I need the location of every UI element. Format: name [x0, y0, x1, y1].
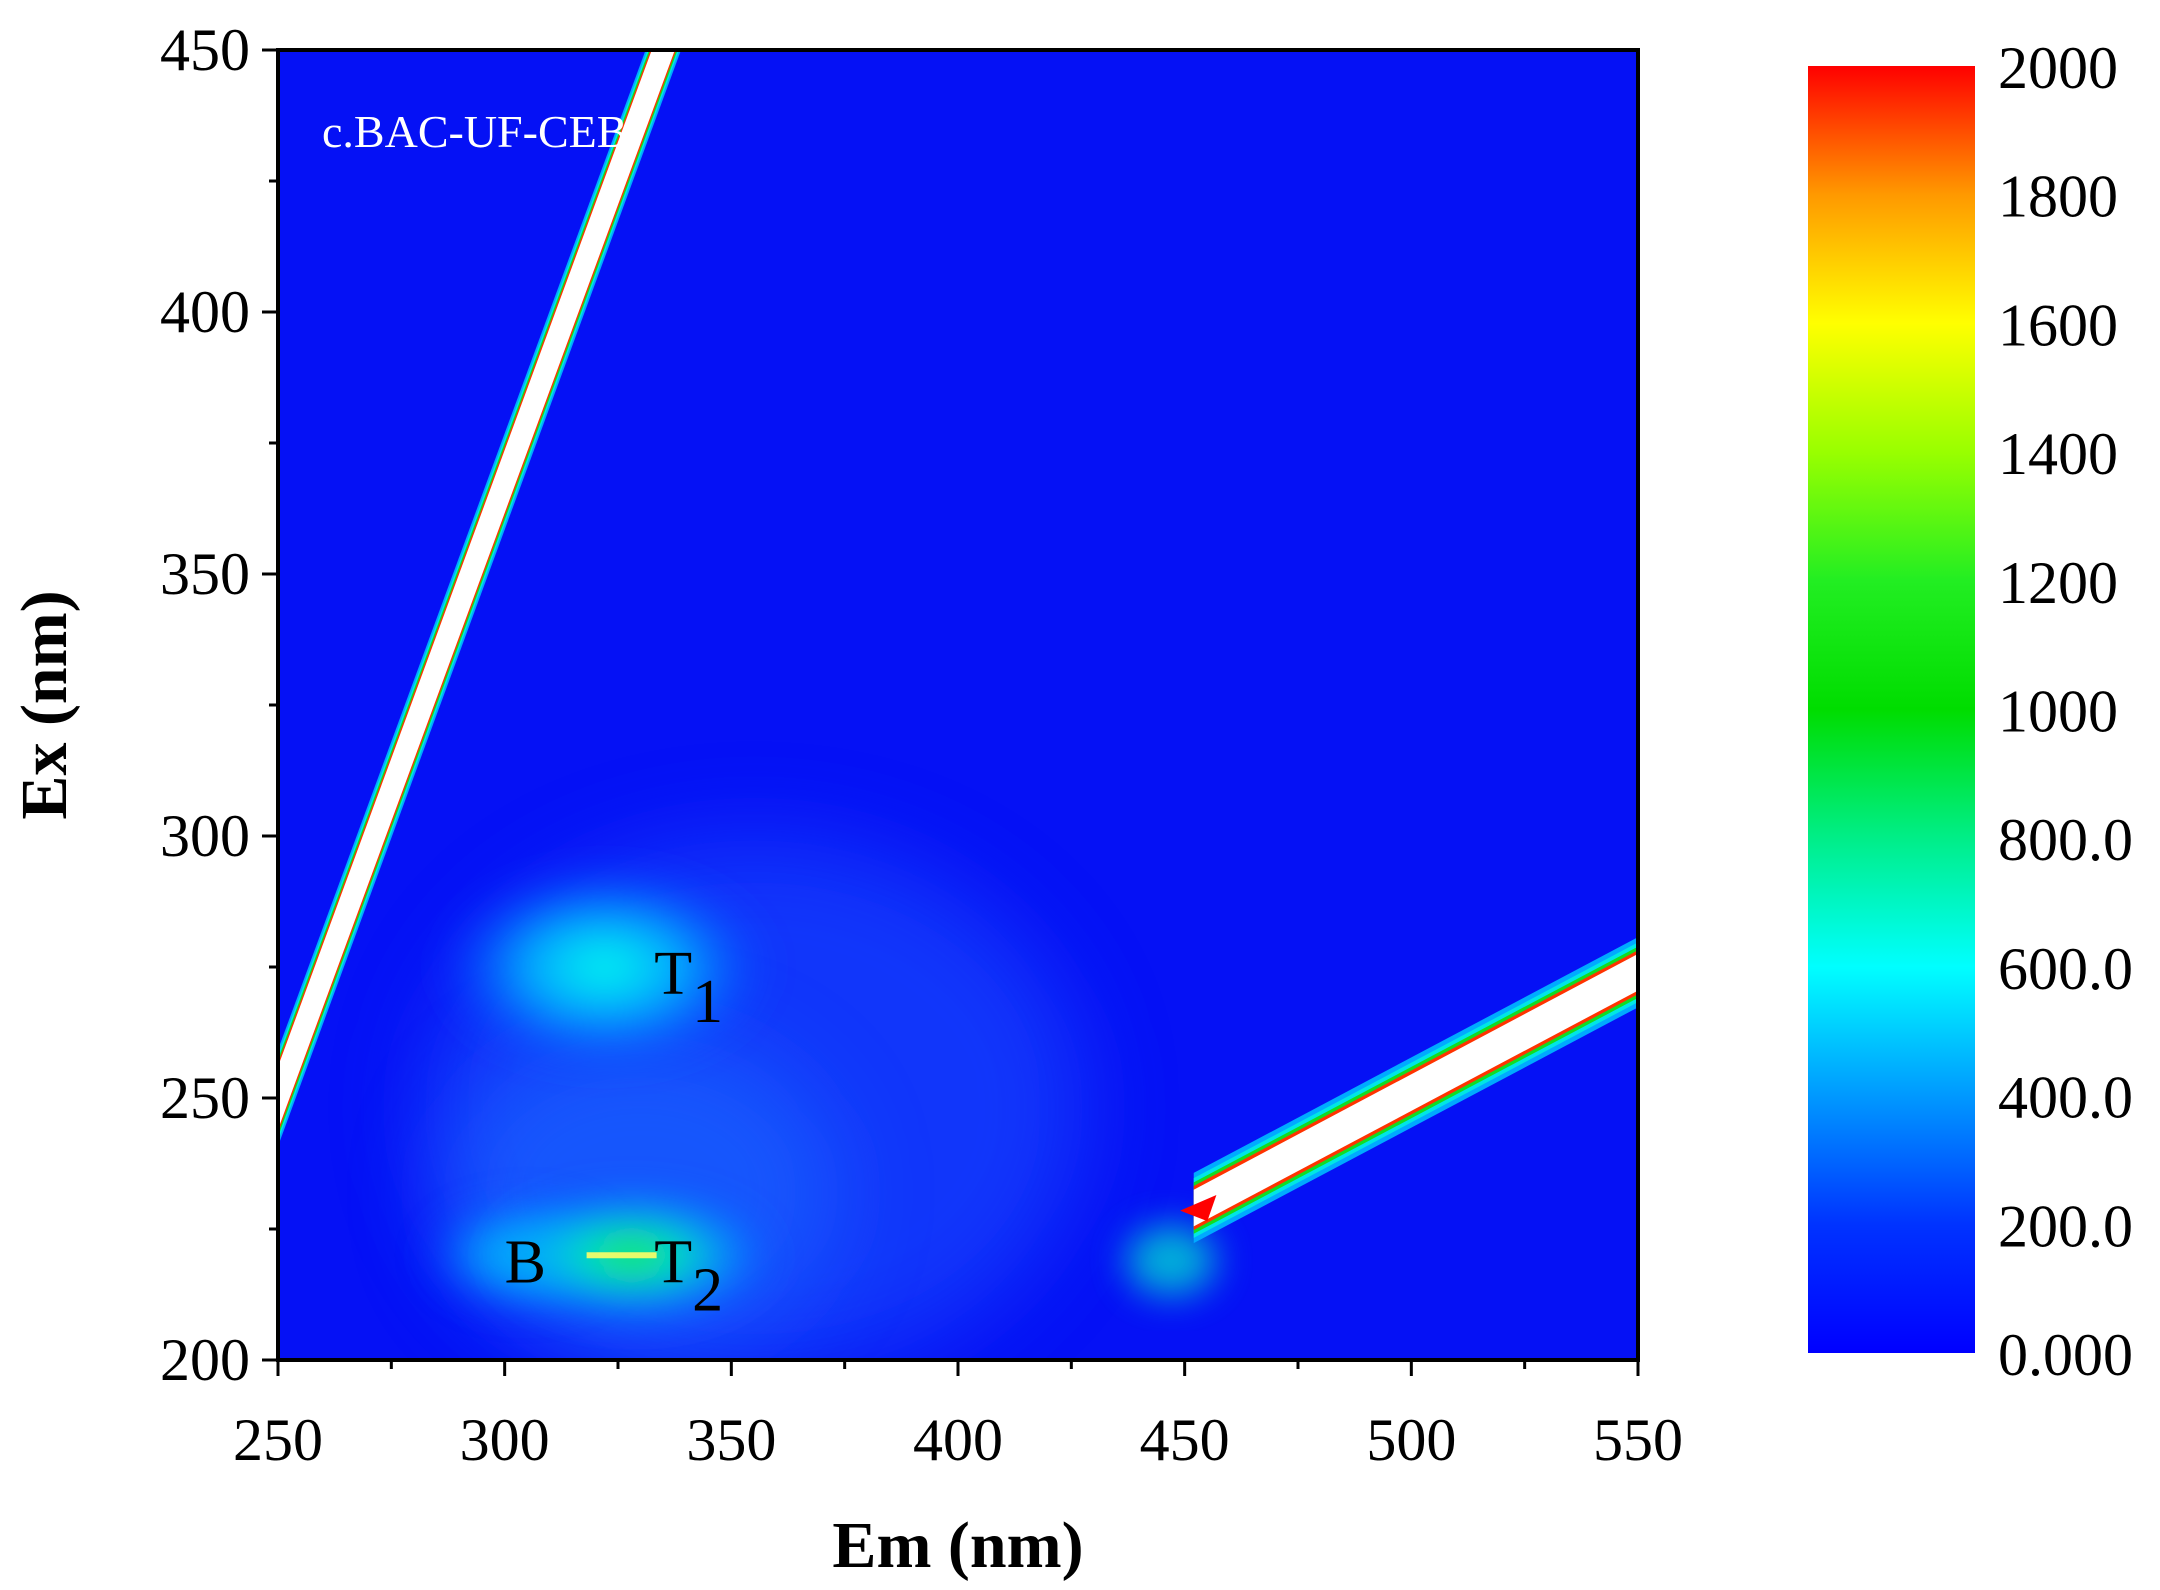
colorbar-scale: [1808, 66, 1975, 1353]
x-tick-label: 350: [686, 1407, 776, 1473]
annotation-b: B: [505, 1228, 546, 1296]
y-tick-label: 450: [160, 17, 250, 83]
y-axis-title: Ex (nm): [8, 590, 81, 819]
x-tick-label: 450: [1140, 1407, 1230, 1473]
x-tick-label: 250: [233, 1407, 323, 1473]
y-tick-label: 400: [160, 279, 250, 345]
y-tick-label: 350: [160, 541, 250, 607]
x-tick-label: 500: [1366, 1407, 1456, 1473]
scatter-band-rayleigh-1st: [278, 50, 682, 1147]
x-tick-label: 400: [913, 1407, 1003, 1473]
colorbar-tick-label: 2000: [1998, 35, 2118, 101]
band-tip: [1180, 1194, 1217, 1222]
colorbar-tick-label: 400.0: [1998, 1065, 2133, 1131]
y-tick-label: 200: [160, 1327, 250, 1393]
y-tick-label: 300: [160, 803, 250, 869]
colorbar-ticks: 0.000 200.0 400.0 600.0 800.0 1000 1200 1400 160…: [1998, 35, 2133, 1388]
x-tick-label: 550: [1593, 1407, 1683, 1473]
plot-area: [278, 50, 1638, 1360]
y-tick-label: 250: [160, 1065, 250, 1131]
panel-label: c.BAC-UF-CEB: [322, 106, 627, 157]
colorbar-tick-label: 1000: [1998, 679, 2118, 745]
colorbar: 0.000 200.0 400.0 600.0 800.0 1000 1200 1400 160…: [1808, 35, 2133, 1388]
x-tick-label: 300: [460, 1407, 550, 1473]
colorbar-tick-label: 200.0: [1998, 1193, 2133, 1259]
colorbar-tick-label: 600.0: [1998, 936, 2133, 1002]
x-axis-title: Em (nm): [832, 1509, 1083, 1582]
colorbar-tick-label: 0.000: [1998, 1322, 2133, 1388]
peaks-layer: [417, 862, 1217, 1326]
peak-t1: [429, 862, 780, 1072]
colorbar-tick-label: 1200: [1998, 550, 2118, 616]
colorbar-tick-label: 1400: [1998, 421, 2118, 487]
scatter-bands-layer: [278, 50, 1638, 1244]
x-axis: 250 300 350 400 450 500 550: [233, 1360, 1683, 1473]
colorbar-tick-label: 1800: [1998, 164, 2118, 230]
y-axis: 200 250 300 350 400 450: [160, 17, 278, 1393]
colorbar-tick-label: 800.0: [1998, 807, 2133, 873]
scatter-band-rayleigh-2nd: [1180, 937, 1638, 1244]
annotation-subscript: 2: [692, 1256, 723, 1324]
colorbar-tick-label: 1600: [1998, 292, 2118, 358]
band-origin-glow: [1126, 1225, 1217, 1296]
annotation-subscript: 1: [692, 968, 723, 1036]
